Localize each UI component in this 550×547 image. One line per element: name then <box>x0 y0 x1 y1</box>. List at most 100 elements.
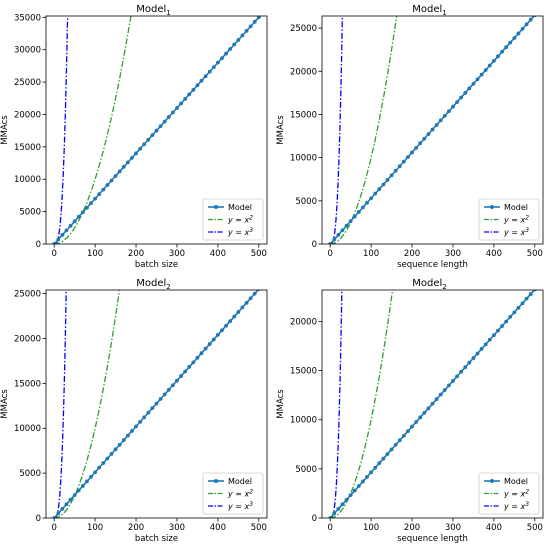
series-x3-line <box>54 16 69 244</box>
legend-label-model: Model <box>228 477 252 486</box>
series-model-marker <box>191 360 196 365</box>
legend-item-x2: y = x2 <box>484 215 529 225</box>
series-model-marker <box>516 31 521 36</box>
series-model-marker <box>113 447 118 452</box>
legend-item-model: Model <box>208 477 252 486</box>
y-tick-label: 10000 <box>14 424 41 434</box>
legend-superscript: 3 <box>525 501 529 508</box>
legend-superscript: 2 <box>525 489 529 496</box>
y-tick-label: 15000 <box>14 379 41 389</box>
series-model-marker <box>455 374 459 379</box>
chart-title: Model2 <box>136 278 171 291</box>
series-model-marker <box>328 516 333 518</box>
legend-item-x2: y = x2 <box>484 489 529 499</box>
series-model-marker <box>483 68 488 72</box>
legend-label-model: Model <box>228 203 252 212</box>
x-tick-label: 100 <box>363 249 379 259</box>
y-tick-label: 10000 <box>14 175 41 185</box>
legend-superscript: 3 <box>249 227 253 234</box>
series-model-marker <box>361 479 365 484</box>
x-tick-label: 200 <box>128 523 144 533</box>
series-model-marker <box>60 233 65 237</box>
y-axis-label: MMAcs <box>276 115 286 145</box>
series-model-marker <box>512 310 517 315</box>
series-model-marker <box>117 169 122 174</box>
x-tick-label: 0 <box>51 523 56 533</box>
series-model-marker <box>463 365 468 370</box>
series-model-marker <box>166 387 171 392</box>
x-axis-label: batch size <box>135 534 178 544</box>
x-tick-label: 500 <box>251 249 267 259</box>
series-model-marker <box>56 237 61 242</box>
series-model-marker <box>207 69 212 74</box>
series-model-marker <box>438 392 443 397</box>
series-model-marker <box>211 337 216 342</box>
series-model-marker <box>195 355 200 360</box>
series-model-marker <box>121 438 126 443</box>
series-model-marker <box>72 493 77 498</box>
x-tick-label: 300 <box>169 249 185 259</box>
series-model-marker <box>483 342 488 347</box>
series-model-marker <box>121 165 126 169</box>
legend-item-x3: y = x3 <box>208 501 253 511</box>
series-model-marker <box>97 192 102 197</box>
legend-label-x2: y = x2 <box>503 489 529 499</box>
series-model-marker <box>365 474 369 479</box>
series-model-marker <box>463 91 468 95</box>
legend-item-x2: y = x2 <box>208 489 253 499</box>
series-model-marker <box>418 141 423 146</box>
series-model-marker <box>332 511 337 516</box>
x-tick-label: 0 <box>51 249 56 259</box>
y-tick-label: 0 <box>36 514 41 524</box>
series-model-marker <box>487 337 492 342</box>
legend-label-x3: y = x3 <box>227 501 253 511</box>
series-model-marker <box>244 300 249 305</box>
series-model-marker <box>414 420 419 424</box>
y-tick-label: 5000 <box>295 465 317 475</box>
legend-box <box>478 198 540 241</box>
x-tick-label: 0 <box>327 523 332 533</box>
legend-box <box>202 472 264 515</box>
x-tick-label: 300 <box>445 249 461 259</box>
series-model-marker <box>64 228 69 233</box>
series-model-marker <box>170 383 175 388</box>
legend-superscript: 2 <box>249 489 253 496</box>
series-model-marker <box>80 484 85 488</box>
series-model-marker <box>199 78 204 83</box>
series-model-marker <box>52 516 57 518</box>
axes-frame <box>321 289 544 519</box>
series-model-marker <box>101 461 106 465</box>
series-model-marker <box>248 296 253 301</box>
series-model-marker <box>491 59 496 63</box>
series-model-marker <box>154 128 159 133</box>
legend-label-x3: y = x3 <box>503 501 529 511</box>
series-model-marker <box>471 356 476 360</box>
subplot-2: 0 100 200 300 400 500050001000015000200002500… <box>276 4 544 270</box>
series-model-marker <box>187 365 192 369</box>
x-tick-label: 400 <box>210 249 226 259</box>
series-model-marker <box>344 223 349 228</box>
series-x2-line <box>54 16 132 244</box>
series-model-marker <box>109 178 114 183</box>
series-model-marker <box>162 119 167 124</box>
series-model-marker <box>195 83 200 88</box>
series-model-marker <box>500 49 504 54</box>
x-tick-label: 200 <box>128 249 144 259</box>
legend: Model y = x2 y = x3 <box>202 198 264 241</box>
series-model-marker <box>389 173 394 178</box>
axes-frame <box>45 15 268 245</box>
series-model-marker <box>60 506 65 511</box>
x-tick-label: 500 <box>527 249 543 259</box>
series-model-marker <box>252 19 257 24</box>
series-model-marker <box>142 142 147 147</box>
series-model-marker <box>191 87 196 92</box>
series-model-marker <box>533 16 537 18</box>
series-model-marker <box>410 424 414 429</box>
series-x2-line <box>330 290 394 518</box>
y-tick-label: 5000 <box>19 208 41 218</box>
series-model-marker <box>385 452 390 456</box>
y-tick-label: 20000 <box>14 110 41 120</box>
series-model-marker <box>101 187 106 192</box>
chart-title: Model1 <box>136 4 171 17</box>
